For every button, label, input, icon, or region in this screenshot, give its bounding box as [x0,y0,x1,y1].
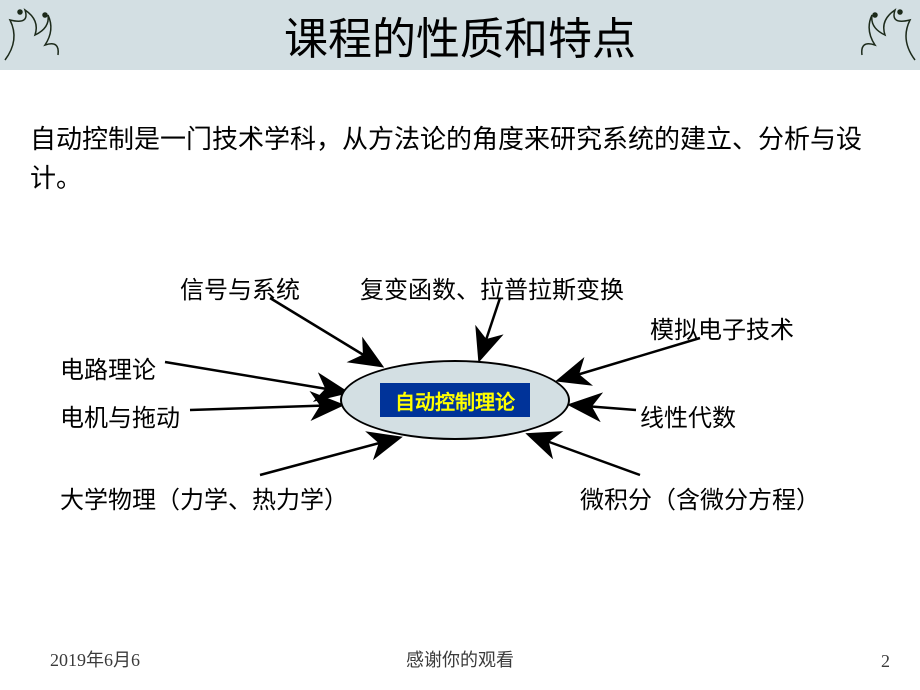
node-linear: 线性代数 [640,398,736,433]
node-analog: 模拟电子技术 [650,310,794,345]
node-circuit: 电路理论 [60,350,156,385]
node-sigsys: 信号与系统 [180,270,300,305]
title-bar: 课程的性质和特点 [0,0,920,70]
footer-page: 2 [881,651,890,672]
intro-paragraph: 自动控制是一门技术学科，从方法论的角度来研究系统的建立、分析与设计。 [30,120,890,198]
deco-right-icon [850,0,920,70]
node-calculus: 微积分（含微分方程） [580,480,820,515]
arrows-layer [0,0,920,690]
footer-thanks: 感谢你的观看 [0,646,920,672]
center-label: 自动控制理论 [380,383,530,417]
node-motor: 电机与拖动 [60,398,180,433]
center-ellipse [340,360,570,440]
node-physics: 大学物理（力学、热力学） [60,480,348,515]
deco-left-icon [0,0,70,70]
node-complex: 复变函数、拉普拉斯变换 [360,270,624,305]
concept-diagram: 自动控制理论 信号与系统 复变函数、拉普拉斯变换 模拟电子技术 电路理论 电机与… [0,0,920,690]
page-title: 课程的性质和特点 [284,3,636,67]
